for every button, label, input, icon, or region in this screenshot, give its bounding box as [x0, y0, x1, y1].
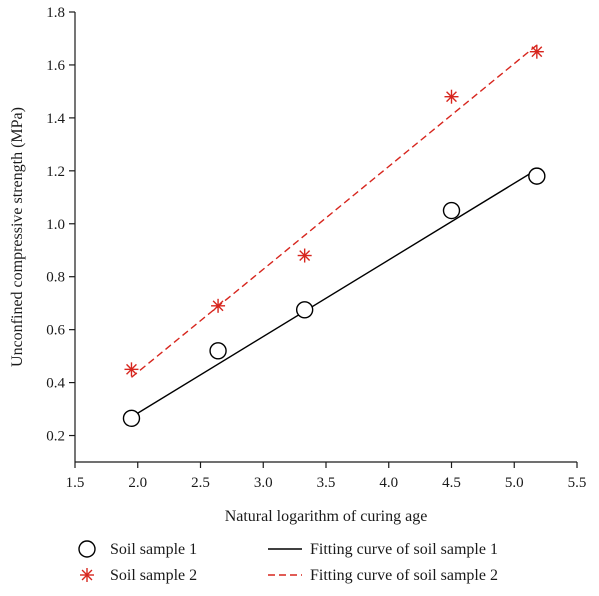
x-ticks: 1.5 2.0 2.5 3.0 3.5 4.0 4.5 5.0 5.5 [66, 462, 587, 491]
series-1-point [295, 301, 314, 319]
series-2-point [297, 248, 312, 263]
series-2-point [529, 44, 544, 59]
series-2-point [211, 298, 226, 313]
legend-label-series-2: Soil sample 2 [110, 567, 197, 584]
x-tick-label: 5.5 [568, 475, 587, 491]
legend-label-fit-1: Fitting curve of soil sample 1 [310, 541, 498, 558]
plot-area [122, 44, 546, 428]
y-axis-title: Unconfined compressive strength (MPa) [9, 107, 26, 367]
y-tick-label: 0.4 [46, 376, 65, 392]
y-tick-label: 0.2 [46, 429, 65, 445]
legend: Soil sample 1 Soil sample 2 Fitting curve … [78, 540, 498, 584]
y-tick-label: 1.8 [46, 5, 65, 21]
y-tick-label: 0.8 [46, 270, 65, 286]
x-tick-label: 1.5 [66, 475, 85, 491]
x-tick-label: 4.0 [379, 475, 398, 491]
legend-marker-series-2 [80, 568, 94, 582]
series-2-point [444, 89, 459, 104]
y-tick-label: 1.4 [46, 111, 65, 127]
legend-label-series-1: Soil sample 1 [110, 541, 197, 558]
legend-label-fit-2: Fitting curve of soil sample 2 [310, 567, 498, 584]
x-tick-label: 3.0 [254, 475, 273, 491]
y-tick-label: 0.6 [46, 323, 65, 339]
series-1-point [528, 167, 546, 185]
fit-line-1 [131, 168, 538, 418]
x-tick-label: 2.5 [191, 475, 210, 491]
x-tick-label: 2.0 [128, 475, 147, 491]
x-tick-label: 5.0 [505, 475, 524, 491]
legend-marker-series-1 [78, 540, 96, 558]
series-1-point [122, 409, 141, 428]
x-axis-title: Natural logarithm of curing age [225, 508, 428, 525]
y-ticks: 0.2 0.4 0.6 0.8 1.0 1.2 1.4 1.6 1.8 [46, 5, 75, 445]
x-tick-label: 3.5 [317, 475, 336, 491]
y-tick-label: 1.2 [46, 164, 65, 180]
series-1-point [442, 201, 461, 220]
series-1-point [209, 342, 227, 360]
series-2-point [124, 362, 139, 377]
y-tick-label: 1.0 [46, 217, 65, 233]
y-tick-label: 1.6 [46, 58, 65, 74]
x-tick-label: 4.5 [442, 475, 461, 491]
fit-line-2 [131, 44, 538, 378]
